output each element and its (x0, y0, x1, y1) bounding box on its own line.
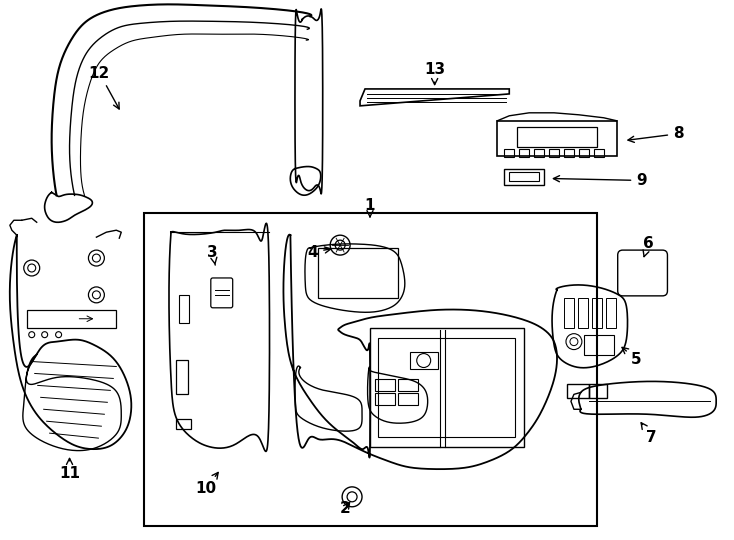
Text: 6: 6 (643, 235, 654, 256)
Bar (176, 360, 188, 394)
Text: 7: 7 (641, 423, 657, 444)
Text: 3: 3 (208, 245, 218, 265)
Bar (594, 148, 604, 157)
Bar (589, 384, 607, 399)
Bar (179, 295, 189, 323)
Bar (319, 248, 398, 298)
Bar (504, 148, 515, 157)
Text: 8: 8 (628, 126, 683, 143)
Bar (534, 148, 544, 157)
Text: 2: 2 (340, 501, 351, 516)
Bar (519, 148, 529, 157)
Bar (578, 298, 588, 328)
Bar (398, 380, 418, 392)
Text: 9: 9 (553, 173, 647, 188)
Bar (549, 148, 559, 157)
Text: 10: 10 (195, 472, 218, 496)
Bar (375, 380, 395, 392)
Text: 4: 4 (308, 245, 331, 260)
Bar (579, 148, 589, 157)
Bar (370, 328, 524, 447)
Bar (176, 419, 191, 429)
Bar (517, 127, 597, 147)
Bar (26, 310, 116, 328)
Text: 11: 11 (59, 458, 80, 482)
Bar (606, 298, 616, 328)
Bar (567, 384, 589, 399)
Bar (564, 298, 574, 328)
Bar (564, 148, 574, 157)
Text: 1: 1 (365, 198, 375, 217)
Bar (398, 393, 418, 406)
Bar (584, 335, 614, 355)
Text: 5: 5 (622, 347, 642, 367)
Bar (509, 172, 539, 181)
Bar (378, 338, 515, 437)
Text: 12: 12 (89, 65, 119, 109)
Bar (592, 298, 602, 328)
Bar (375, 393, 395, 406)
Bar (410, 352, 437, 369)
Bar (144, 213, 597, 525)
Text: 13: 13 (424, 62, 446, 85)
